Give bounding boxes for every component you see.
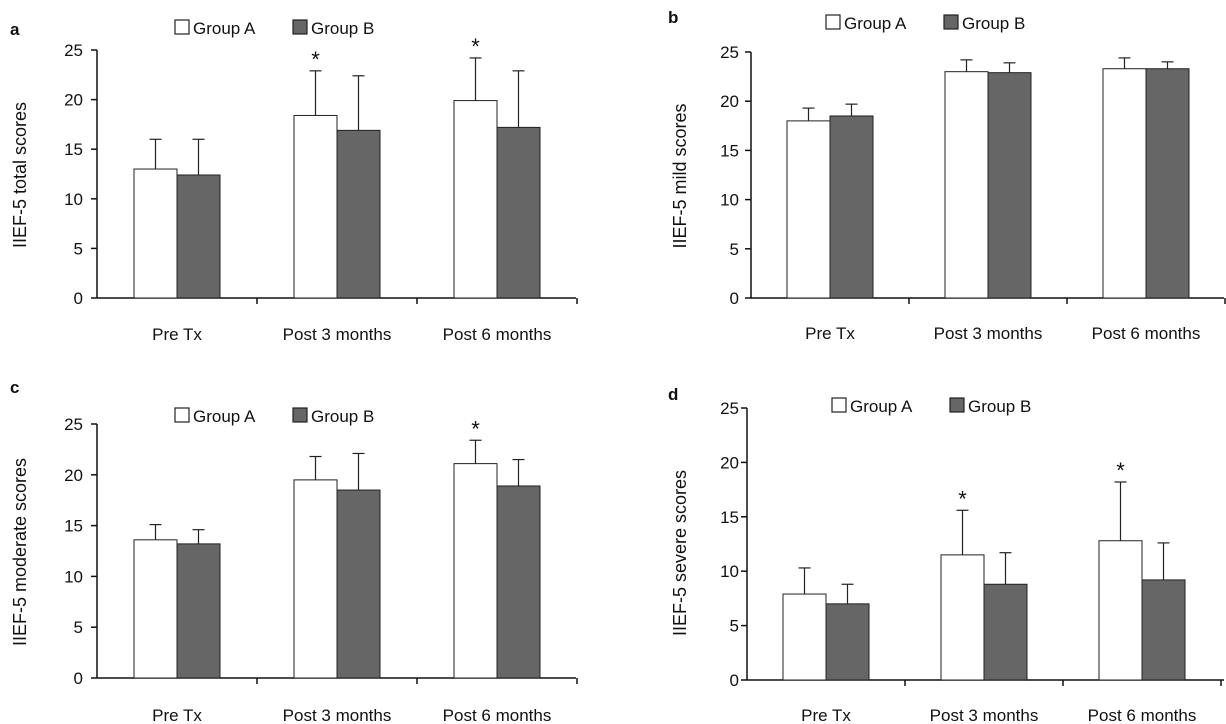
bar-group-a bbox=[133, 539, 178, 679]
category-label: Pre Tx bbox=[801, 706, 851, 724]
legend-swatch-group-b bbox=[292, 19, 308, 35]
chart-panel-a: a IIEF-5 total scores 0 5 10 15 20 25 Pre Tx Post… bbox=[10, 19, 578, 344]
y-tick-label: 0 bbox=[74, 289, 83, 308]
significance-star: * bbox=[471, 416, 480, 441]
bar-group-a bbox=[293, 479, 338, 679]
y-tick-label: 15 bbox=[720, 141, 739, 160]
chart-panel-b: b IIEF-5 mild scores 0 5 10 15 20 25 Pre Tx Post … bbox=[668, 8, 1226, 343]
legend-label: Group A bbox=[850, 397, 913, 416]
y-tick-label: 10 bbox=[720, 562, 739, 581]
bar-group-a bbox=[1098, 540, 1143, 681]
significance-star: * bbox=[958, 486, 967, 511]
category-label: Post 3 months bbox=[934, 324, 1043, 343]
legend-label: Group B bbox=[962, 14, 1025, 33]
significance-star: * bbox=[311, 47, 320, 72]
legend-label: Group B bbox=[968, 397, 1031, 416]
y-tick-label: 0 bbox=[730, 289, 739, 308]
y-tick-label: 15 bbox=[64, 140, 83, 159]
y-tick-label: 5 bbox=[74, 239, 83, 258]
y-tick-label: 10 bbox=[64, 190, 83, 209]
category-label: Post 3 months bbox=[930, 706, 1039, 724]
bar-group-a bbox=[940, 554, 985, 681]
panel-letter: a bbox=[10, 20, 20, 39]
legend-label: Group A bbox=[193, 407, 256, 426]
bar-group-b bbox=[336, 489, 381, 679]
category-label: Post 6 months bbox=[1092, 324, 1201, 343]
category-label: Post 3 months bbox=[283, 706, 392, 724]
y-axis-label: IIEF-5 mild scores bbox=[670, 103, 690, 248]
y-tick-label: 25 bbox=[720, 43, 739, 62]
significance-star: * bbox=[1116, 458, 1125, 483]
bar-group-b bbox=[176, 543, 221, 679]
bar-group-b bbox=[1145, 68, 1190, 299]
bar-group-a bbox=[453, 100, 498, 299]
bar-group-b bbox=[496, 485, 541, 679]
legend-label: Group A bbox=[844, 14, 907, 33]
panel-letter: d bbox=[668, 385, 678, 404]
y-tick-label: 20 bbox=[64, 466, 83, 485]
bar-group-a bbox=[944, 71, 989, 299]
bar-group-b bbox=[176, 174, 221, 299]
y-tick-label: 20 bbox=[720, 453, 739, 472]
chart-panel-c: c IIEF-5 moderate scores 0 5 10 15 20 25 Pre Tx P… bbox=[10, 378, 578, 724]
y-tick-label: 0 bbox=[74, 669, 83, 688]
y-tick-label: 20 bbox=[720, 92, 739, 111]
bar-group-b bbox=[987, 72, 1032, 299]
bar-group-a bbox=[453, 463, 498, 679]
y-tick-label: 15 bbox=[720, 508, 739, 527]
legend-swatch-group-b bbox=[943, 14, 959, 30]
y-tick-label: 15 bbox=[64, 517, 83, 536]
bar-group-a bbox=[1102, 68, 1147, 299]
y-tick-label: 20 bbox=[64, 91, 83, 110]
panel-letter: c bbox=[10, 378, 19, 397]
y-axis-label: IIEF-5 moderate scores bbox=[10, 458, 30, 646]
category-label: Post 6 months bbox=[443, 325, 552, 344]
bar-group-b bbox=[496, 126, 541, 299]
significance-star: * bbox=[471, 34, 480, 59]
category-label: Post 3 months bbox=[283, 325, 392, 344]
y-tick-label: 10 bbox=[64, 567, 83, 586]
y-tick-label: 25 bbox=[720, 399, 739, 418]
y-tick-label: 5 bbox=[730, 240, 739, 259]
y-tick-label: 0 bbox=[730, 671, 739, 690]
y-tick-label: 10 bbox=[720, 191, 739, 210]
bar-group-a bbox=[782, 593, 827, 681]
bar-group-b bbox=[1141, 579, 1186, 681]
legend-swatch-group-a bbox=[174, 407, 190, 423]
y-tick-label: 25 bbox=[64, 41, 83, 60]
legend-label: Group B bbox=[311, 407, 374, 426]
y-tick-label: 25 bbox=[64, 415, 83, 434]
legend-label: Group B bbox=[311, 19, 374, 38]
category-label: Pre Tx bbox=[805, 324, 855, 343]
legend-label: Group A bbox=[193, 19, 256, 38]
category-label: Pre Tx bbox=[152, 325, 202, 344]
bar-group-a bbox=[293, 114, 338, 299]
legend-swatch-group-b bbox=[292, 407, 308, 423]
legend-swatch-group-a bbox=[831, 397, 847, 413]
y-tick-label: 5 bbox=[74, 618, 83, 637]
legend-swatch-group-a bbox=[825, 14, 841, 30]
bar-group-b bbox=[336, 129, 381, 299]
legend-swatch-group-a bbox=[174, 19, 190, 35]
y-axis-label: IIEF-5 severe scores bbox=[670, 470, 690, 636]
bar-group-a bbox=[133, 168, 178, 299]
bar-group-b bbox=[983, 583, 1028, 681]
category-label: Post 6 months bbox=[1088, 706, 1197, 724]
bar-group-a bbox=[786, 120, 831, 299]
bar-group-b bbox=[829, 115, 874, 299]
chart-panel-d: d IIEF-5 severe scores 0 5 10 15 20 25 Pre Tx Pos… bbox=[668, 385, 1224, 724]
bar-group-b bbox=[825, 603, 870, 681]
category-label: Pre Tx bbox=[152, 706, 202, 724]
panel-letter: b bbox=[668, 8, 678, 27]
y-tick-label: 5 bbox=[730, 617, 739, 636]
category-label: Post 6 months bbox=[443, 706, 552, 724]
legend-swatch-group-b bbox=[949, 397, 965, 413]
y-axis-label: IIEF-5 total scores bbox=[10, 102, 30, 248]
